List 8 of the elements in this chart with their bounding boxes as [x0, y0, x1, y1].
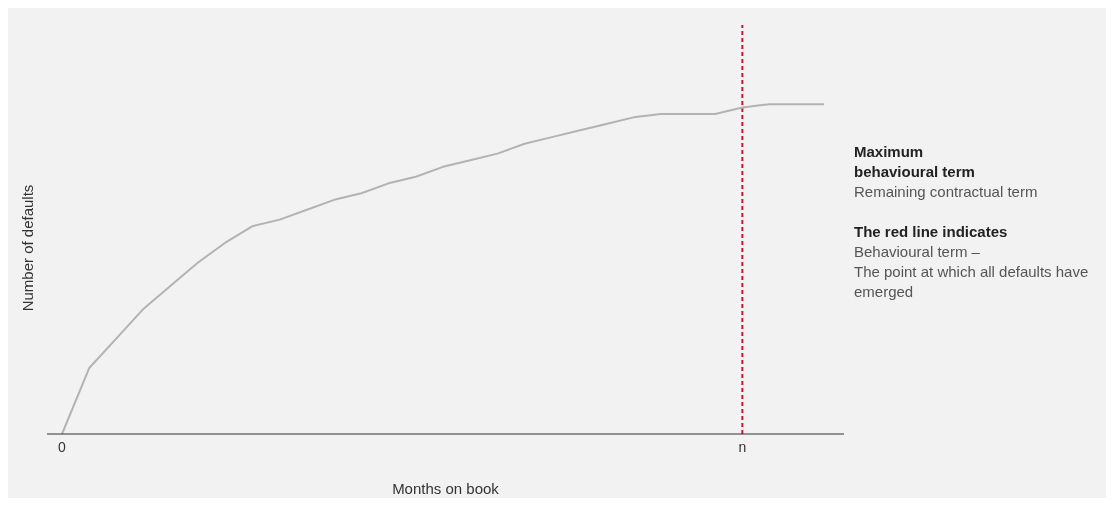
x-axis-title: Months on book: [392, 480, 500, 497]
x-tick-label: n: [738, 438, 747, 455]
text: Remaining contractual term: [854, 182, 1039, 202]
text: The red line indicates: [854, 222, 1009, 242]
text: Maximum behavioural term: [854, 142, 976, 182]
x-tick-label: 0: [58, 438, 67, 455]
text: Behavioural term – The point at which all defaults have emerged: [854, 242, 1090, 302]
y-axis-title: Number of defaults: [18, 184, 36, 312]
